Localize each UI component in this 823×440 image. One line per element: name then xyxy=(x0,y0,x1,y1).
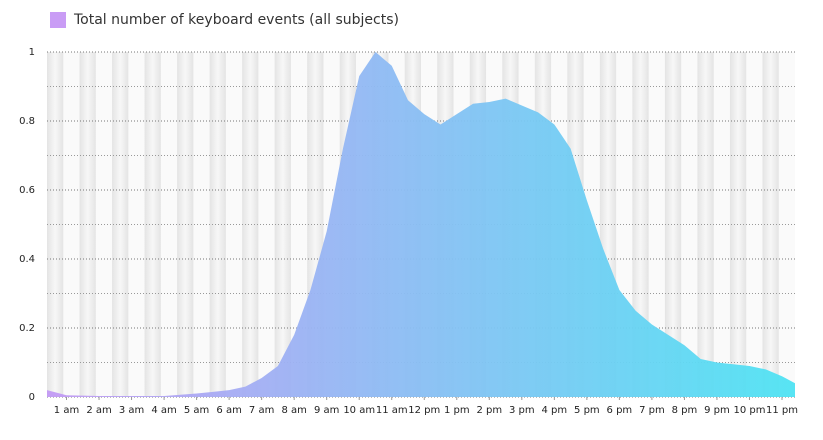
legend-label: Total number of keyboard events (all sub… xyxy=(74,12,399,28)
x-tick-label: 5 pm xyxy=(574,405,600,416)
stripe xyxy=(697,52,714,397)
x-tick-label: 11 am xyxy=(376,405,408,416)
stripe xyxy=(242,52,259,397)
x-tick-label: 5 am xyxy=(184,405,209,416)
y-tick-label: 0.8 xyxy=(19,116,35,127)
x-tick-label: 9 am xyxy=(314,405,339,416)
x-tick-label: 11 pm xyxy=(766,405,798,416)
stripe xyxy=(632,52,649,397)
x-tick-label: 1 am xyxy=(54,405,79,416)
x-tick-label: 7 am xyxy=(249,405,274,416)
x-tick-label: 10 am xyxy=(343,405,375,416)
y-tick-label: 0.4 xyxy=(19,254,35,265)
stripe xyxy=(79,52,96,397)
x-tick-label: 6 am xyxy=(216,405,241,416)
x-tick-label: 7 pm xyxy=(639,405,665,416)
legend-swatch xyxy=(50,12,66,28)
legend: Total number of keyboard events (all sub… xyxy=(50,12,399,28)
y-tick-label: 0.2 xyxy=(19,323,35,334)
x-tick-label: 12 pm xyxy=(408,405,440,416)
x-tick-label: 9 pm xyxy=(704,405,730,416)
x-tick-label: 6 pm xyxy=(607,405,633,416)
x-tick-label: 2 am xyxy=(86,405,111,416)
x-tick-label: 10 pm xyxy=(733,405,765,416)
x-tick-label: 4 pm xyxy=(542,405,568,416)
stripe xyxy=(664,52,682,397)
x-tick-label: 4 am xyxy=(151,405,176,416)
x-tick-label: 8 pm xyxy=(672,405,698,416)
stripe xyxy=(274,52,291,397)
x-tick-label: 3 am xyxy=(119,405,144,416)
y-tick-label: 0 xyxy=(29,392,35,403)
x-tick-label: 8 am xyxy=(281,405,306,416)
x-tick-label: 2 pm xyxy=(476,405,502,416)
x-tick-label: 3 pm xyxy=(509,405,535,416)
stripe xyxy=(729,52,747,397)
stripe xyxy=(209,52,226,397)
stripe xyxy=(47,52,64,397)
x-tick-label: 1 pm xyxy=(444,405,470,416)
stripe xyxy=(112,52,129,397)
area xyxy=(47,52,795,397)
y-tick-label: 0.6 xyxy=(19,185,35,196)
y-tick-label: 1 xyxy=(29,47,35,58)
